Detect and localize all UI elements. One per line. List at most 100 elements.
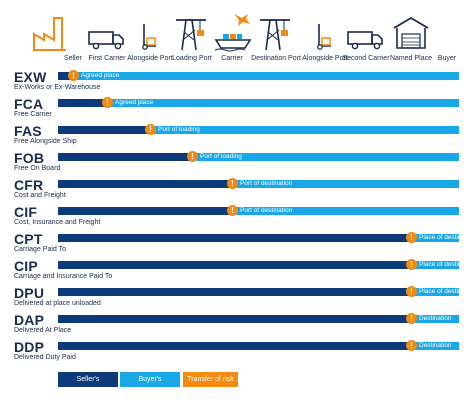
incoterm-row: DAP Delivered At Place! Destination: [0, 312, 474, 341]
seller-obligation-bar: [58, 207, 232, 215]
incoterm-code: DDP: [14, 339, 45, 355]
legend-item: Buyer's obligation: [120, 372, 180, 398]
stage-label: Buyer: [437, 55, 457, 62]
risk-transfer-label: Destination: [419, 342, 452, 349]
incoterm-code: DPU: [14, 285, 45, 301]
seller-obligation-bar: [58, 99, 107, 107]
incoterm-name: Ex-Works or Ex-Warehouse: [14, 84, 101, 91]
hand-truck-icon: [305, 10, 345, 52]
incoterm-row: EXW Ex-Works or Ex-Warehouse! Agreed place: [0, 69, 474, 98]
incoterm-code: CFR: [14, 177, 44, 193]
incoterm-name: Delivered Duty Paid: [14, 354, 76, 361]
incoterm-row: FAS Free Alongside Ship! Port of loading: [0, 123, 474, 152]
seller-obligation-bar: [58, 288, 411, 296]
incoterm-row: CIP Carriage and Insurance Paid To! Place …: [0, 258, 474, 287]
stage-label: Named Place: [389, 55, 433, 62]
incoterm-name: Free Carrier: [14, 111, 52, 118]
incoterm-row: FOB Free On Board! Port of loading: [0, 150, 474, 179]
incoterm-code: FCA: [14, 96, 44, 112]
buyer-obligation-bar: [232, 207, 459, 215]
risk-transfer-icon: !: [187, 151, 198, 162]
incoterm-row: CIF Cost, Insurance and Freight! Port of d…: [0, 204, 474, 233]
buyer-obligation-bar: [411, 234, 459, 242]
risk-transfer-icon: !: [145, 124, 156, 135]
risk-transfer-label: Agreed place: [81, 72, 120, 79]
stage-label: Destination Port: [251, 55, 301, 62]
stage-label: Loading Port: [172, 55, 212, 62]
risk-transfer-label: Port of destination: [240, 207, 293, 214]
seller-obligation-bar: [58, 342, 411, 350]
risk-transfer-icon: !: [406, 286, 417, 297]
risk-transfer-label: Port of destination: [240, 180, 293, 187]
risk-transfer-icon: !: [68, 70, 79, 81]
risk-transfer-icon: !: [102, 97, 113, 108]
incoterm-name: Cost, Insurance and Freight: [14, 219, 101, 226]
buyer-obligation-bar: [411, 315, 459, 323]
incoterm-code: CIP: [14, 258, 38, 274]
incoterm-name: Carriage Paid To: [14, 246, 67, 253]
buyer-obligation-bar: [411, 342, 459, 350]
risk-transfer-label: Place of destination: [419, 261, 474, 268]
incoterm-row: FCA Free Carrier! Agreed place: [0, 96, 474, 125]
buyer-obligation-bar: [192, 153, 459, 161]
risk-transfer-label: Place of destination: [419, 234, 474, 241]
incoterm-name: Carriage and Insurance Paid To: [14, 273, 113, 280]
incoterm-code: CPT: [14, 231, 43, 247]
buyer-obligation-bar: [150, 126, 459, 134]
incoterm-name: Free Alongside Ship: [14, 138, 77, 145]
stage-label: Second Carrier: [342, 55, 390, 62]
buyer-obligation-bar: [232, 180, 459, 188]
truck-icon: [346, 10, 386, 52]
truck-icon: [87, 10, 127, 52]
risk-transfer-label: Port of loading: [200, 153, 242, 160]
incoterm-row: DDP Delivered Duty Paid! Destination: [0, 339, 474, 368]
crane-icon: [256, 10, 296, 52]
incoterm-name: Delivered At Place: [14, 327, 72, 334]
risk-transfer-icon: !: [406, 259, 417, 270]
warehouse-icon: [391, 10, 431, 52]
incoterm-row: DPU Delivered at place unloaded! Place of …: [0, 285, 474, 314]
buyer-obligation-bar: [411, 261, 459, 269]
incoterm-code: CIF: [14, 204, 38, 220]
risk-transfer-icon: !: [406, 313, 417, 324]
incoterm-code: FOB: [14, 150, 45, 166]
risk-transfer-label: Agreed place: [115, 99, 154, 106]
incoterm-row: CPT Carriage Paid To! Place of destination: [0, 231, 474, 260]
incoterm-code: FAS: [14, 123, 42, 139]
crane-icon: [172, 10, 212, 52]
factory-icon: [32, 10, 72, 52]
seller-obligation-bar: [58, 126, 150, 134]
seller-obligation-bar: [58, 180, 232, 188]
stage-label: Alongside Port: [127, 55, 173, 62]
incoterm-name: Free On Board: [14, 165, 61, 172]
risk-transfer-icon: !: [406, 232, 417, 243]
incoterm-name: Cost and Freight: [14, 192, 66, 199]
seller-obligation-bar: [58, 72, 73, 80]
incoterm-code: DAP: [14, 312, 45, 328]
hand-truck-icon: [130, 10, 170, 52]
risk-transfer-icon: !: [406, 340, 417, 351]
buyer-obligation-bar: [107, 99, 459, 107]
incoterm-name: Delivered at place unloaded: [14, 300, 101, 307]
stage-label: First Carrier: [88, 55, 126, 62]
risk-transfer-label: Destination: [419, 315, 452, 322]
seller-obligation-bar: [58, 261, 411, 269]
risk-transfer-icon: !: [227, 205, 238, 216]
risk-transfer-label: Place of destination: [419, 288, 474, 295]
ship-and-plane-icon: [212, 10, 252, 52]
incoterm-code: EXW: [14, 69, 47, 85]
buyer-obligation-bar: [73, 72, 459, 80]
risk-transfer-label: Port of loading: [158, 126, 200, 133]
stage-label: Alongside Port: [302, 55, 348, 62]
stage-label: Carrier: [221, 55, 243, 62]
legend-item: Transfer of risk: [183, 372, 238, 387]
stage-label: Seller: [64, 55, 82, 62]
legend-item: Seller's obligation: [58, 372, 118, 398]
seller-obligation-bar: [58, 315, 411, 323]
seller-obligation-bar: [58, 153, 192, 161]
incoterm-row: CFR Cost and Freight! Port of destination: [0, 177, 474, 206]
buyer-obligation-bar: [411, 288, 459, 296]
seller-obligation-bar: [58, 234, 411, 242]
risk-transfer-icon: !: [227, 178, 238, 189]
